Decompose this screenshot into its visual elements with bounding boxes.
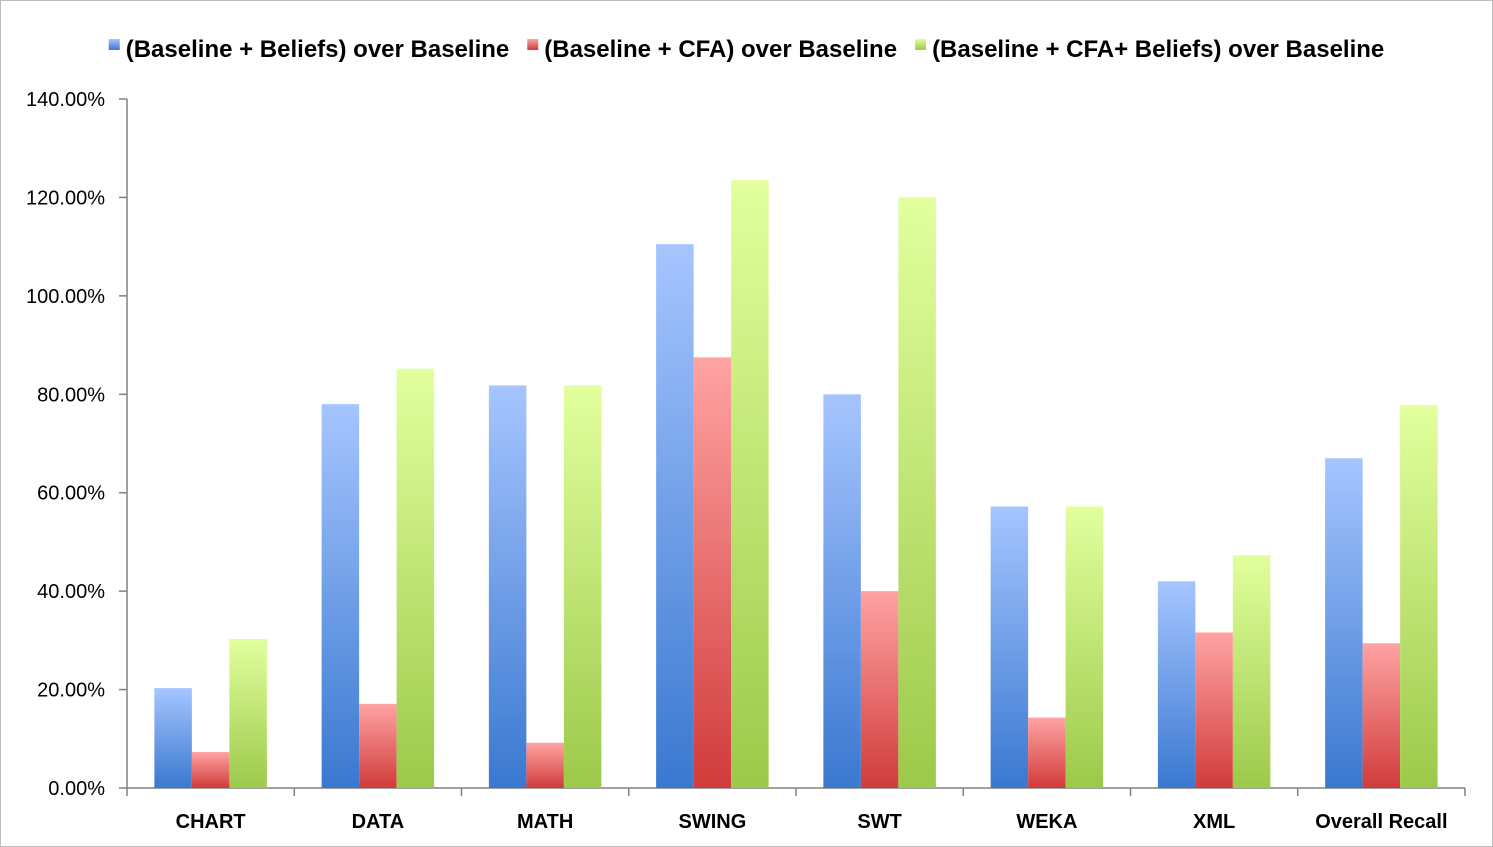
bars: [154, 180, 1438, 789]
x-tick-label: Overall Recall: [1315, 811, 1447, 833]
bar-swt-series-3: [898, 197, 936, 788]
legend-label: (Baseline + CFA) over Baseline: [544, 36, 897, 63]
bar-math-series-2: [526, 742, 564, 788]
bar-weka-series-1: [990, 506, 1029, 788]
bar-swing-series-1: [656, 244, 694, 789]
y-axis: 0.00% 20.00% 40.00% 60.00% 80.00% 100.00% 120.…: [26, 89, 128, 800]
legend: (Baseline + Beliefs) over Baseline (Basel…: [108, 36, 1384, 63]
bar-chart-series-2: [191, 752, 230, 788]
bar-weka-series-3: [1065, 506, 1104, 788]
y-tick-label: 20.00%: [37, 680, 105, 702]
bar-xml-series-3: [1232, 555, 1271, 788]
x-tick-label: SWING: [678, 811, 746, 833]
bar-swt-series-2: [860, 591, 899, 788]
bar-xml-series-1: [1157, 581, 1196, 788]
x-axis: CHART DATA MATH SWING SWT WEKA XML Overall Reca…: [126, 787, 1466, 833]
legend-label: (Baseline + CFA+ Beliefs) over Baseline: [932, 36, 1384, 63]
y-tick-label: 60.00%: [37, 483, 105, 505]
x-tick-label: XML: [1193, 811, 1235, 833]
bar-data-series-1: [321, 404, 360, 788]
x-tick-label: DATA: [352, 811, 405, 833]
bar-overall-recall-series-3: [1400, 405, 1438, 788]
bar-xml-series-2: [1195, 632, 1233, 788]
legend-swatch: [108, 39, 120, 50]
x-tick-label: WEKA: [1016, 811, 1077, 833]
bar-swing-series-2: [693, 357, 732, 788]
bar-swing-series-3: [731, 180, 769, 789]
bar-math-series-3: [563, 385, 602, 788]
bar-data-series-3: [396, 368, 435, 788]
bar-chart-series-1: [154, 688, 192, 788]
y-tick-label: 80.00%: [37, 384, 105, 406]
bar-overall-recall-series-2: [1362, 643, 1401, 788]
legend-swatch: [915, 39, 927, 50]
bar-overall-recall-series-1: [1325, 458, 1363, 788]
x-tick-label: CHART: [176, 811, 246, 833]
y-tick-label: 120.00%: [26, 187, 105, 209]
y-tick-label: 0.00%: [48, 778, 105, 800]
legend-label: (Baseline + Beliefs) over Baseline: [126, 36, 510, 63]
bar-weka-series-2: [1028, 717, 1066, 788]
bar-math-series-1: [488, 385, 527, 788]
bar-swt-series-1: [823, 394, 861, 788]
y-tick-label: 40.00%: [37, 581, 105, 603]
bar-chart-series-3: [229, 638, 267, 788]
bar-data-series-2: [359, 703, 397, 788]
x-tick-label: MATH: [517, 811, 573, 833]
y-tick-label: 140.00%: [26, 89, 105, 111]
x-tick-label: SWT: [857, 811, 901, 833]
y-tick-label: 100.00%: [26, 286, 105, 308]
legend-swatch: [527, 39, 539, 50]
